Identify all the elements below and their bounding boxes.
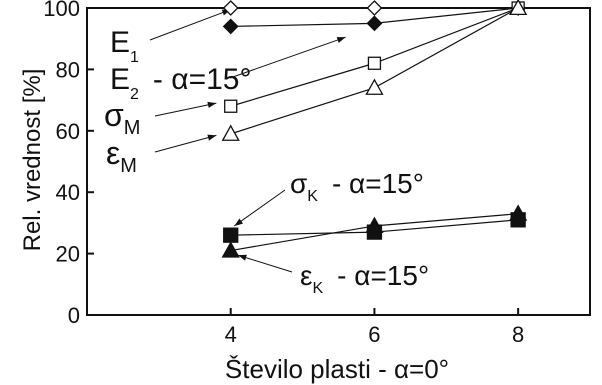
y-tick-label: 0 — [68, 303, 80, 328]
annotation-arrow-line — [154, 102, 217, 117]
y-tick-label: 60 — [56, 119, 80, 144]
x-tick-label: 6 — [368, 322, 380, 347]
annotation-arrowhead — [336, 37, 346, 43]
data-point-triangle — [509, 0, 528, 16]
x-tick-label: 4 — [225, 322, 237, 347]
data-point-diamond — [366, 15, 383, 32]
label-e2: E2- α=15° — [110, 63, 251, 103]
x-tick-label: 8 — [512, 322, 524, 347]
y-axis: 0 20 40 60 80 100 — [43, 0, 94, 328]
annotation-arrow-line — [237, 254, 293, 273]
annotation-arrow-line — [149, 9, 231, 41]
data-point-diamond — [366, 0, 383, 16]
y-tick-label: 80 — [56, 57, 80, 82]
label-e1: E1 — [110, 26, 139, 66]
annotation-arrowhead — [237, 254, 247, 261]
annotation-arrowhead — [234, 218, 243, 226]
annotation-arrow-line — [229, 36, 346, 79]
y-tick-label: 20 — [56, 242, 80, 267]
series-layer — [221, 0, 528, 258]
data-point-triangle — [365, 216, 384, 234]
data-point-square — [224, 99, 238, 113]
data-point-diamond — [222, 18, 239, 35]
label-eps-m: εM — [106, 135, 137, 177]
data-point-square — [367, 56, 382, 70]
label-sigma-m: σM — [104, 97, 140, 139]
y-tick-label: 40 — [56, 180, 80, 205]
data-point-diamond — [222, 0, 239, 16]
x-axis: 4 6 8 — [225, 308, 524, 347]
label-eps-k: εK - α=15° — [300, 260, 429, 297]
y-tick-label: 100 — [43, 0, 80, 21]
data-point-square — [223, 227, 239, 243]
annotation-arrows — [149, 9, 346, 273]
data-point-triangle — [221, 124, 240, 141]
annotation-arrow-line — [154, 134, 217, 153]
data-point-triangle — [509, 204, 528, 221]
annotation-arrowhead — [207, 101, 217, 108]
y-axis-label: Rel. vrednost [%] — [19, 69, 46, 252]
annotation-arrowhead — [207, 134, 217, 141]
annotation-arrow-line — [234, 189, 286, 227]
data-point-triangle — [365, 78, 384, 95]
x-axis-label: Število plasti - α=0° — [225, 354, 449, 384]
label-sigma-k: σK - α=15° — [290, 168, 424, 205]
data-point-triangle — [221, 241, 240, 258]
